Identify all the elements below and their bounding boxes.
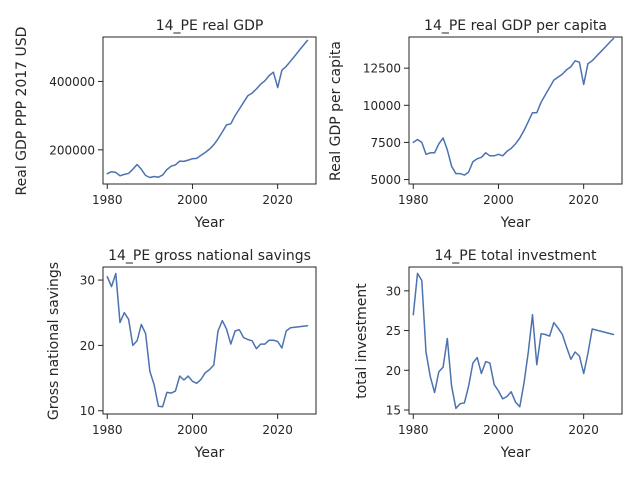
x-axis-label: Year bbox=[500, 445, 531, 461]
chart-panel-2: 14_PE real GDP per capita 1980 2000 2020 500… bbox=[328, 18, 623, 231]
y-axis-label: Real GDP PPP 2017 USD bbox=[14, 27, 30, 196]
chart-title: 14_PE real GDP bbox=[156, 18, 264, 34]
y-axis-label: total investment bbox=[354, 283, 370, 399]
x-tick-label: 1980 bbox=[398, 193, 429, 207]
series-line bbox=[106, 39, 309, 179]
x-tick-label: 2000 bbox=[483, 423, 514, 437]
y-tick-label: 20 bbox=[386, 364, 401, 378]
plot-frame bbox=[408, 36, 623, 185]
y-tick-label: 10 bbox=[80, 404, 95, 418]
series-line bbox=[412, 37, 615, 176]
y-tick-label: 20 bbox=[80, 339, 95, 353]
x-tick-label: 2000 bbox=[177, 423, 208, 437]
x-axis-label: Year bbox=[500, 215, 531, 231]
y-tick-label: 7500 bbox=[370, 136, 401, 150]
x-tick-label: 1980 bbox=[398, 423, 429, 437]
x-tick-label: 2020 bbox=[568, 423, 599, 437]
x-axis-label: Year bbox=[194, 215, 225, 231]
y-tick-label: 12500 bbox=[363, 62, 401, 76]
plot-frame bbox=[102, 36, 317, 185]
x-tick-label: 2000 bbox=[177, 193, 208, 207]
plot-frame bbox=[408, 266, 623, 415]
y-tick-label: 400000 bbox=[49, 75, 95, 89]
x-tick-label: 1980 bbox=[92, 193, 123, 207]
y-tick-label: 10000 bbox=[363, 99, 401, 113]
y-tick-label: 15 bbox=[386, 404, 401, 418]
y-tick-label: 30 bbox=[80, 274, 95, 288]
y-tick-label: 25 bbox=[386, 324, 401, 338]
plot-frame bbox=[102, 266, 317, 415]
chart-title: 14_PE real GDP per capita bbox=[424, 18, 607, 34]
x-tick-label: 2000 bbox=[483, 193, 514, 207]
x-tick-label: 2020 bbox=[262, 423, 293, 437]
x-tick-label: 1980 bbox=[92, 423, 123, 437]
chart-panel-1: 14_PE real GDP 1980 2000 2020 200000 400000 Ye… bbox=[14, 18, 317, 231]
chart-title: 14_PE gross national savings bbox=[108, 248, 311, 264]
y-axis-label: Real GDP per capita bbox=[328, 41, 344, 181]
series-line bbox=[412, 272, 615, 410]
y-axis-label: Gross national savings bbox=[46, 262, 62, 420]
chart-title: 14_PE total investment bbox=[434, 248, 597, 264]
chart-panel-4: 14_PE total investment 1980 2000 2020 15 20 25… bbox=[354, 248, 623, 461]
x-tick-label: 2020 bbox=[568, 193, 599, 207]
series-line bbox=[106, 272, 309, 408]
x-tick-label: 2020 bbox=[262, 193, 293, 207]
y-tick-label: 30 bbox=[386, 284, 401, 298]
y-tick-label: 5000 bbox=[370, 173, 401, 187]
y-tick-label: 200000 bbox=[49, 143, 95, 157]
x-axis-label: Year bbox=[194, 445, 225, 461]
